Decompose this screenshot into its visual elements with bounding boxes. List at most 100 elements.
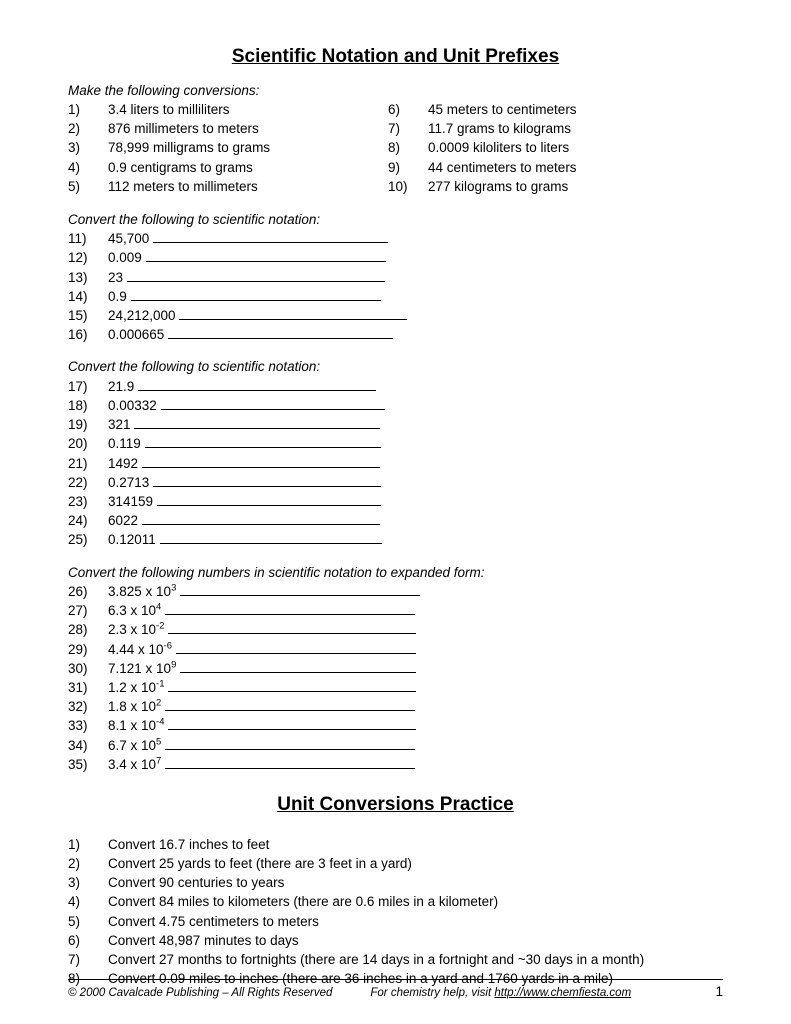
section-conversions: Make the following conversions: 1)3.4 li… xyxy=(68,82,723,197)
list-item: 5)Convert 4.75 centimeters to meters xyxy=(68,913,723,931)
answer-blank xyxy=(157,494,381,506)
item-text: 44 centimeters to meters xyxy=(428,159,577,177)
list-item: 19)321 xyxy=(68,416,723,434)
list-item: 6)45 meters to centimeters xyxy=(388,101,723,119)
item-number: 32) xyxy=(68,698,108,716)
list-item: 18)0.00332 xyxy=(68,397,723,415)
item-text: Convert 25 yards to feet (there are 3 fe… xyxy=(108,855,412,873)
footer: © 2000 Cavalcade Publishing – All Rights… xyxy=(68,979,723,1002)
item-number: 9) xyxy=(388,159,428,177)
item-text: 4.44 x 10-6 xyxy=(108,641,416,659)
item-number: 33) xyxy=(68,717,108,735)
item-number: 3) xyxy=(68,874,108,892)
item-number: 4) xyxy=(68,159,108,177)
item-text: 1.8 x 102 xyxy=(108,698,415,716)
item-text: 0.9 centigrams to grams xyxy=(108,159,253,177)
list-item: 10)277 kilograms to grams xyxy=(388,178,723,196)
item-number: 25) xyxy=(68,531,108,549)
item-text: 0.119 xyxy=(108,435,381,453)
footer-link[interactable]: http://www.chemfiesta.com xyxy=(494,987,631,999)
list-item: 8)0.0009 kiloliters to liters xyxy=(388,139,723,157)
list-item: 2)Convert 25 yards to feet (there are 3 … xyxy=(68,855,723,873)
item-text: 21.9 xyxy=(108,378,376,396)
list-item: 26)3.825 x 103 xyxy=(68,583,723,601)
item-text: 6.7 x 105 xyxy=(108,737,415,755)
item-text: 6022 xyxy=(108,512,380,530)
list-item: 35)3.4 x 107 xyxy=(68,756,723,774)
list-item: 15)24,212,000 xyxy=(68,307,723,325)
answer-blank xyxy=(138,379,376,391)
exponent: -1 xyxy=(156,678,164,689)
answer-blank xyxy=(168,680,416,692)
item-number: 1) xyxy=(68,836,108,854)
answer-blank xyxy=(176,641,416,653)
exponent: 3 xyxy=(171,582,176,593)
list-item: 28)2.3 x 10-2 xyxy=(68,621,723,639)
item-text: 11.7 grams to kilograms xyxy=(428,120,571,138)
list-item: 7)Convert 27 months to fortnights (there… xyxy=(68,951,723,969)
item-text: 277 kilograms to grams xyxy=(428,178,568,196)
item-text: 0.9 xyxy=(108,288,381,306)
answer-blank xyxy=(153,231,388,243)
answer-blank xyxy=(165,603,415,615)
item-text: 0.12011 xyxy=(108,531,382,549)
item-text: 0.2713 xyxy=(108,474,381,492)
list-item: 22)0.2713 xyxy=(68,474,723,492)
item-number: 7) xyxy=(388,120,428,138)
instruction-1: Make the following conversions: xyxy=(68,82,723,100)
list-item: 31)1.2 x 10-1 xyxy=(68,679,723,697)
answer-blank xyxy=(127,269,385,281)
item-number: 21) xyxy=(68,455,108,473)
item-number: 26) xyxy=(68,583,108,601)
item-text: 0.00332 xyxy=(108,397,385,415)
answer-blank xyxy=(179,308,407,320)
item-text: 7.121 x 109 xyxy=(108,660,416,678)
item-text: 24,212,000 xyxy=(108,307,407,325)
item-number: 23) xyxy=(68,493,108,511)
item-number: 30) xyxy=(68,660,108,678)
item-text: 1.2 x 10-1 xyxy=(108,679,416,697)
list-item: 13)23 xyxy=(68,269,723,287)
item-number: 6) xyxy=(68,932,108,950)
answer-blank xyxy=(168,622,416,634)
list-item: 30)7.121 x 109 xyxy=(68,660,723,678)
list-item: 1)Convert 16.7 inches to feet xyxy=(68,836,723,854)
list-item: 2)876 millimeters to meters xyxy=(68,120,388,138)
item-text: Convert 16.7 inches to feet xyxy=(108,836,269,854)
item-text: Convert 27 months to fortnights (there a… xyxy=(108,951,644,969)
item-text: 321 xyxy=(108,416,380,434)
item-number: 13) xyxy=(68,269,108,287)
answer-blank xyxy=(142,513,380,525)
answer-blank xyxy=(145,436,381,448)
item-number: 22) xyxy=(68,474,108,492)
exponent: 2 xyxy=(156,698,161,709)
item-number: 11) xyxy=(68,230,108,248)
list-item: 3)Convert 90 centuries to years xyxy=(68,874,723,892)
item-text: Convert 48,987 minutes to days xyxy=(108,932,299,950)
list-item: 9)44 centimeters to meters xyxy=(388,159,723,177)
item-number: 35) xyxy=(68,756,108,774)
exponent: -6 xyxy=(164,640,172,651)
instruction-3: Convert the following to scientific nota… xyxy=(68,358,723,376)
answer-blank xyxy=(180,584,420,596)
subtitle: Unit Conversions Practice xyxy=(68,792,723,818)
section-scinot-2: Convert the following to scientific nota… xyxy=(68,358,723,549)
item-number: 18) xyxy=(68,397,108,415)
footer-page: 1 xyxy=(715,983,723,1001)
item-text: 3.4 liters to milliliters xyxy=(108,101,230,119)
answer-blank xyxy=(161,398,385,410)
list-item: 17)21.9 xyxy=(68,378,723,396)
item-number: 14) xyxy=(68,288,108,306)
list-item: 23)314159 xyxy=(68,493,723,511)
instruction-4: Convert the following numbers in scienti… xyxy=(68,564,723,582)
item-text: 0.000665 xyxy=(108,326,393,344)
list-item: 4)0.9 centigrams to grams xyxy=(68,159,388,177)
item-number: 27) xyxy=(68,602,108,620)
item-text: 6.3 x 104 xyxy=(108,602,415,620)
answer-blank xyxy=(165,699,415,711)
item-text: 78,999 milligrams to grams xyxy=(108,139,270,157)
list-item: 3)78,999 milligrams to grams xyxy=(68,139,388,157)
exponent: -4 xyxy=(156,717,164,728)
item-text: 876 millimeters to meters xyxy=(108,120,259,138)
item-number: 8) xyxy=(388,139,428,157)
